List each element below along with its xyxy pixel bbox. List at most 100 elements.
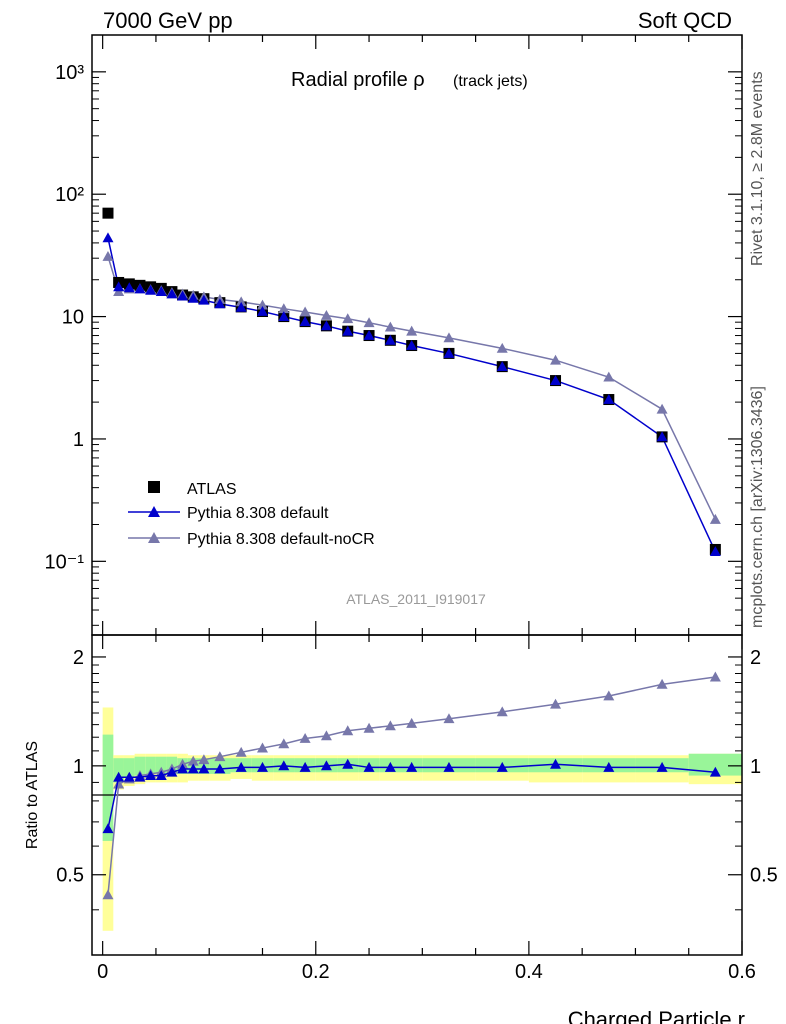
ratio-ytick-label: 1 [73, 756, 84, 778]
ratio-mc-marker [187, 755, 199, 766]
main-ytick-label: 1 [73, 429, 84, 451]
main-data-point [102, 207, 114, 219]
main-mc-marker [363, 317, 375, 328]
ratio-panel: 0.5 0.5 1 1 2 2 0 0.2 0.4 0.6 Ratio to ATLAS Cha… [24, 634, 778, 1024]
main-mc-marker [342, 325, 354, 336]
legend: ATLAS Pythia 8.308 default Pythia 8.308 … [128, 481, 375, 548]
main-mc-marker [145, 284, 157, 295]
main-mc-marker [363, 330, 375, 340]
main-mc-marker [384, 321, 396, 332]
main-title: Radial profile ρ [291, 69, 425, 91]
main-panel: 10⁻¹ 1 10 10² 10³ Radial profile ρ (track je… [45, 34, 743, 636]
legend-marker-pythia-default [148, 506, 160, 517]
mcplots-label: mcplots.cern.ch [arXiv:1306.3436] [749, 386, 766, 628]
ratio-xtick-label: 0.2 [302, 961, 330, 983]
main-ytick-label: 10⁻¹ [45, 551, 85, 573]
main-mc-marker [299, 316, 311, 326]
ratio-mc-marker [235, 746, 247, 757]
main-mc-marker [443, 347, 455, 358]
main-mc-marker [443, 332, 455, 343]
main-mc-marker [235, 296, 247, 307]
main-mc-marker [603, 371, 615, 382]
ratio-mc-marker [656, 678, 668, 689]
main-mc-marker [278, 303, 290, 314]
ratio-mc-marker [709, 671, 721, 682]
main-mc-marker [102, 250, 114, 261]
ratio-mc-marker [443, 761, 455, 772]
legend-label-pythia-default: Pythia 8.308 default [187, 505, 329, 522]
main-mc-marker [709, 546, 721, 557]
ratio-mc-marker [278, 738, 290, 749]
ratio-mc-marker [214, 751, 226, 762]
ratio-mc-marker [443, 713, 455, 724]
ratio-mc-marker [550, 758, 562, 769]
ratio-mc-marker [496, 706, 508, 717]
ratio-mc-marker [550, 698, 562, 709]
ratio-mc-marker [214, 763, 226, 774]
ratio-mc-marker [406, 717, 418, 728]
main-mc-marker [256, 299, 268, 310]
main-mc-marker [656, 403, 668, 414]
ratio-mc-marker [342, 725, 354, 736]
ratio-mc-marker [256, 761, 268, 772]
main-mc-marker [320, 320, 332, 331]
ratio-mc-marker [123, 771, 135, 782]
ratio-ylabel: Ratio to ATLAS [24, 741, 41, 849]
main-mc-marker [384, 334, 396, 345]
ratio-ytick-label: 2 [73, 647, 84, 669]
ratio-mc-marker [496, 761, 508, 772]
ratio-mc-marker [166, 766, 178, 777]
ratio-mc-marker [155, 770, 167, 780]
ratio-mc-marker [603, 690, 615, 701]
ratio-xtick-label: 0.6 [728, 961, 756, 983]
ratio-mc-marker [299, 761, 311, 772]
ratio-mc-marker [363, 761, 375, 772]
ratio-xtick-label: 0 [97, 961, 108, 983]
ratio-mc-marker [603, 761, 615, 772]
ratio-mc-marker [320, 760, 332, 771]
legend-marker-pythia-nocr [148, 532, 160, 543]
ratio-ytick-label-right: 0.5 [750, 865, 778, 887]
main-mc-marker [155, 286, 167, 297]
ratio-mc-marker [320, 730, 332, 741]
main-mc-marker [550, 354, 562, 365]
ratio-band-inner [155, 756, 167, 774]
ratio-mc-marker [709, 766, 721, 777]
main-mc-marker [102, 232, 114, 243]
ratio-mc-marker [102, 889, 114, 900]
main-mc-marker [123, 282, 135, 293]
analysis-id: ATLAS_2011_I919017 [346, 591, 486, 607]
main-title-suffix: (track jets) [453, 73, 528, 90]
main-mc-marker [235, 301, 247, 312]
main-ytick-label: 10 [62, 307, 84, 329]
main-mc-marker [177, 290, 189, 301]
main-mc-marker [550, 375, 562, 385]
ratio-mc-marker [278, 760, 290, 771]
ratio-mc-marker [187, 763, 199, 774]
legend-label-pythia-nocr: Pythia 8.308 default-noCR [187, 531, 375, 548]
ratio-mc-marker [113, 771, 125, 782]
main-mc-marker [278, 311, 290, 321]
ratio-band-inner [145, 756, 156, 774]
main-ytick-label: 10³ [55, 62, 84, 84]
ratio-band-inner [123, 758, 135, 778]
ratio-mc-marker [113, 778, 125, 789]
main-ytick-label: 10² [55, 184, 84, 206]
process-label: Soft QCD [638, 8, 732, 33]
ratio-ytick-label-right: 2 [750, 647, 761, 669]
main-mc-marker [113, 281, 125, 292]
legend-marker-atlas [148, 481, 160, 493]
main-mc-marker [134, 283, 146, 294]
main-mc-marker [709, 513, 721, 524]
main-mc-marker [198, 294, 210, 305]
ratio-plot-frame [91, 634, 743, 956]
ratio-band-inner [102, 734, 114, 841]
ratio-mc-marker [198, 763, 210, 774]
main-mc-marker [406, 340, 418, 350]
ratio-mc-marker [256, 742, 268, 753]
main-mc-marker [603, 394, 615, 404]
main-mc-marker [320, 310, 332, 320]
ratio-series-line [107, 676, 716, 895]
rivet-label: Rivet 3.1.10, ≥ 2.8M events [749, 71, 766, 266]
